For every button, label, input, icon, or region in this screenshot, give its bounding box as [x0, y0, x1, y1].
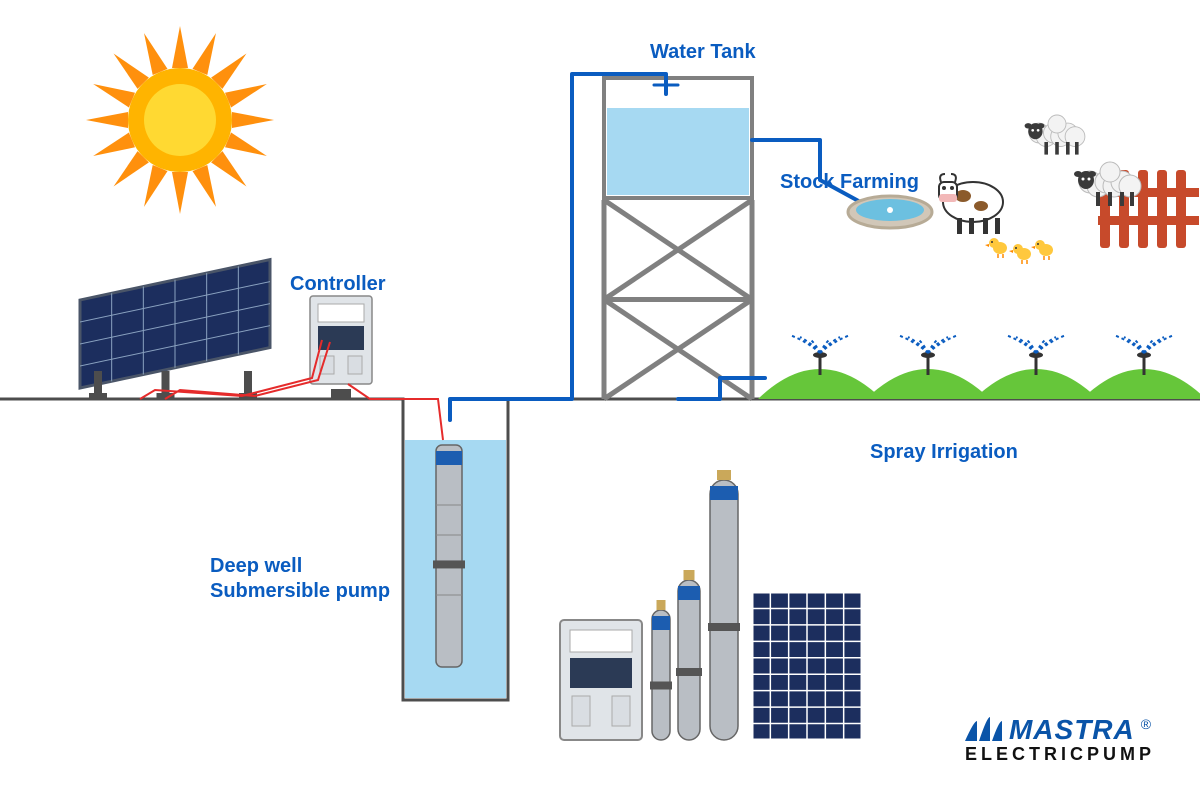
solar-panel-icon: [80, 260, 270, 388]
solar-pump-diagram: [0, 0, 1200, 800]
chick-icon: [1031, 240, 1053, 260]
controller-label: Controller: [290, 272, 386, 297]
pump-label: Deep well Submersible pump: [210, 554, 390, 604]
tank-tower-icon: [604, 200, 752, 399]
cow-icon: [939, 174, 1003, 234]
brand-block: MASTRA ® ELECTRICPUMP: [965, 714, 1155, 765]
sprinkler-icon: [1114, 335, 1174, 375]
product-controller-icon: [560, 620, 642, 740]
chick-icon: [985, 238, 1007, 258]
stock-farming-label: Stock Farming: [780, 170, 919, 195]
brand-name: MASTRA: [1009, 714, 1135, 746]
brand-subtitle: ELECTRICPUMP: [965, 744, 1155, 765]
product-pump-icon: [708, 470, 740, 740]
product-pump-icon: [676, 570, 702, 740]
submersible-pump-icon: [433, 445, 465, 667]
sheep-icon: [1025, 115, 1085, 155]
brand-mark-icon: [965, 717, 1003, 743]
grass-mound-icon: [1082, 369, 1200, 399]
water-tank-icon: [604, 78, 752, 198]
power-wire: [348, 384, 443, 440]
sprinkler-icon: [1006, 335, 1066, 375]
brand-registered: ®: [1141, 716, 1151, 732]
water-trough-icon: [848, 196, 932, 228]
sun-icon: [86, 26, 274, 214]
chick-icon: [1009, 244, 1031, 264]
sprinkler-icon: [898, 335, 958, 375]
product-panel-icon: [752, 592, 862, 740]
spray-irrigation-label: Spray Irrigation: [870, 440, 1018, 465]
water-tank-label: Water Tank: [650, 40, 756, 65]
product-pump-icon: [650, 600, 672, 740]
sprinkler-icon: [790, 335, 850, 375]
